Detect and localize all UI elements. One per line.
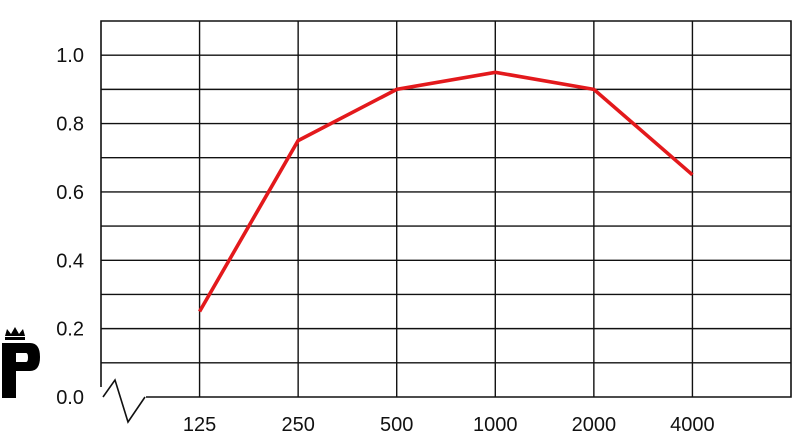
y-tick-label: 0.2 [56,319,84,341]
x-tick-label: 250 [281,414,314,436]
axis-break-icon [102,378,146,424]
axis-break-zigzag [102,378,146,424]
chart-frame [100,20,792,398]
y-axis-tick-labels: 0.0 0.2 0.4 0.6 0.8 1.0 [56,45,84,409]
y-tick-label: 0.0 [56,387,84,409]
y-tick-label: 0.8 [56,114,84,136]
x-tick-label: 4000 [670,414,715,436]
series-line [198,70,694,313]
x-axis-tick-labels: 125 250 500 1000 2000 4000 [183,414,715,436]
crowned-p-logo-icon [2,327,40,398]
plot-frame [100,20,792,398]
x-tick-label: 500 [380,414,413,436]
x-tick-label: 2000 [572,414,617,436]
y-tick-label: 0.4 [56,250,84,272]
x-tick-label: 1000 [473,414,518,436]
chart-grid [101,21,791,397]
series-group [198,70,694,313]
y-tick-label: 1.0 [56,45,84,67]
x-tick-label: 125 [183,414,216,436]
y-tick-label: 0.6 [56,182,84,204]
